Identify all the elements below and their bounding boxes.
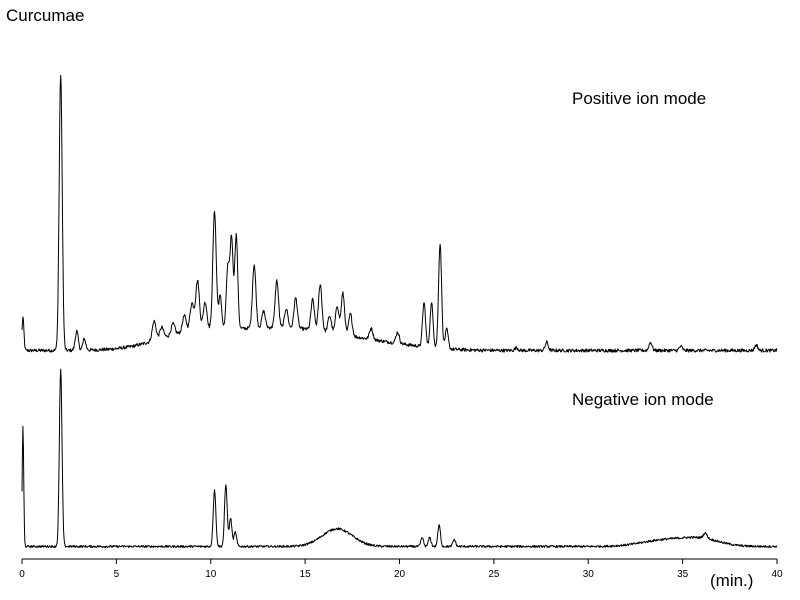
positive-ion-trace (21, 74, 778, 353)
chart-title: Curcumae (6, 6, 85, 25)
positive-ion-mode-label: Positive ion mode (572, 89, 706, 108)
x-tick-label: 25 (488, 569, 500, 580)
x-tick-label: 20 (394, 569, 406, 580)
x-axis: 0 5 10 15 20 25 30 35 40 (min.) (19, 558, 783, 590)
x-tick-label: 10 (205, 569, 217, 580)
negative-ion-panel: Negative ion mode (21, 368, 778, 548)
x-tick-label: 40 (771, 569, 783, 580)
x-tick-label: 30 (583, 569, 595, 580)
x-tick-label: 15 (300, 569, 312, 580)
x-tick-label: 5 (114, 569, 120, 580)
negative-ion-mode-label: Negative ion mode (572, 390, 714, 409)
positive-ion-panel: Positive ion mode (21, 74, 778, 353)
x-tick-label: 35 (677, 569, 689, 580)
x-axis-unit-label: (min.) (710, 571, 753, 590)
x-tick-label: 0 (19, 569, 25, 580)
negative-ion-trace (21, 368, 778, 548)
